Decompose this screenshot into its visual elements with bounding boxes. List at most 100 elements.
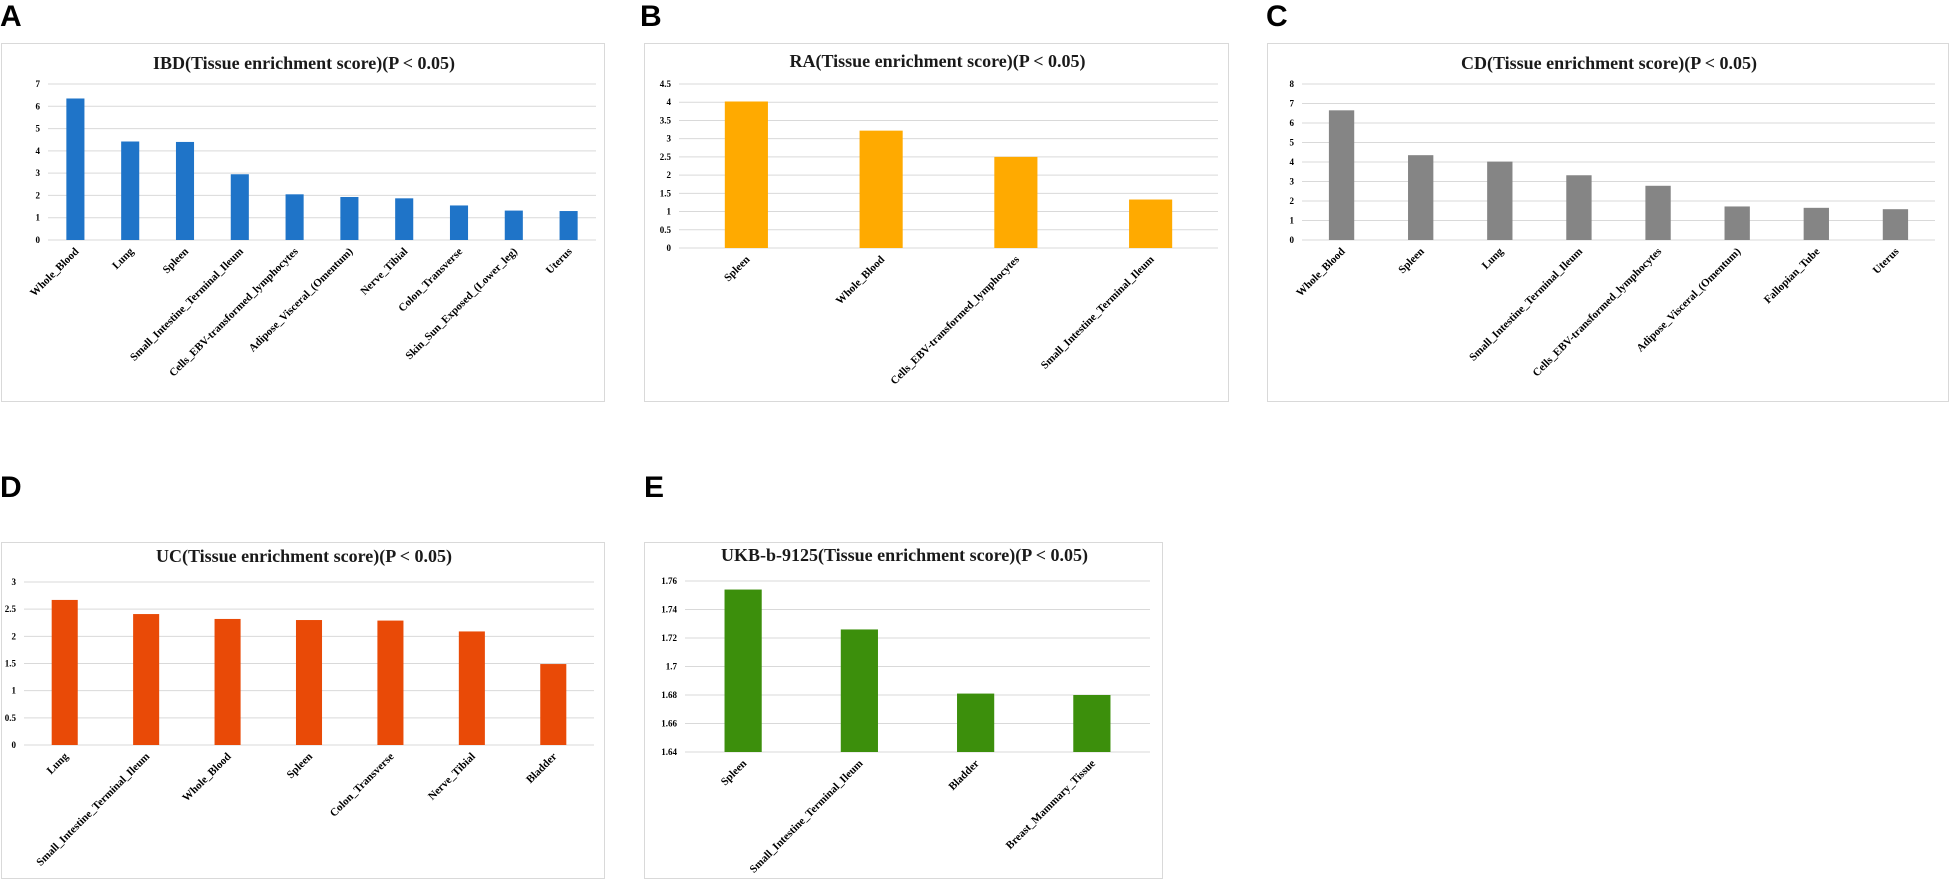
chart-panel-ra: RA(Tissue enrichment score)(P < 0.05) 0 0.… [644,43,1229,402]
y-tick-label: 5 [36,124,41,134]
bar-lung [51,599,78,745]
bar-cells-ebv-transformed-lymphocytes [994,156,1038,248]
y-tick-label: 3 [12,577,17,587]
bar-breast-mammary-tissue [1073,695,1111,752]
y-tick-label: 3.5 [660,115,672,125]
x-tick-label: Nerve_Tibial [426,751,478,803]
chart-svg: CD(Tissue enrichment score)(P < 0.05) 0 1 2… [1290,53,1935,379]
bar-whole-blood [859,130,903,248]
y-tick-label: 0 [36,235,41,245]
x-tick-label: Spleen [719,758,750,789]
y-tick-label: 1.68 [661,690,677,700]
x-tick-label: Uterus [544,245,575,276]
x-tick-label: Skin_Sun_Exposed_(Lower_leg) [403,245,520,362]
bar-cells-ebv-transformed-lymphocytes [1645,185,1671,240]
bar-small-intestine-terminal-ileum [133,614,160,745]
chart-title: RA(Tissue enrichment score)(P < 0.05) [789,51,1085,72]
x-tick-label: Small_Intestine_Terminal_Ileum [1039,254,1157,372]
y-tick-label: 2 [667,170,672,180]
chart-panel-cd: CD(Tissue enrichment score)(P < 0.05) 0 1 2… [1267,43,1949,402]
x-tick-label: Whole_Blood [1294,246,1347,299]
x-tick-label: Small_Intestine_Terminal_Ileum [748,758,866,876]
y-tick-label: 1 [36,213,41,223]
x-tick-label: Small_Intestine_Terminal_Ileum [128,246,246,364]
y-tick-label: 0.5 [5,713,17,723]
panel-letter-b: B [640,0,662,33]
x-tick-label: Lung [45,750,72,777]
bar-uterus [559,211,578,240]
y-tick-label: 4 [667,97,672,107]
x-tick-label: Adipose_Visceral_(Omentum) [247,245,356,354]
x-tick-label: Bladder [524,751,559,786]
bar-lung [1487,161,1513,240]
bar-bladder [957,693,995,752]
y-tick-label: 1.72 [661,633,677,643]
y-tick-label: 2 [12,631,17,641]
y-tick-label: 1.5 [660,188,672,198]
y-tick-label: 3 [36,168,41,178]
y-tick-label: 3 [667,134,672,144]
bar-nerve-tibial [395,198,414,240]
chart-svg: UC(Tissue enrichment score)(P < 0.05) 0 0.… [5,546,594,869]
y-tick-label: 0 [12,740,17,750]
bar-bladder [540,664,567,745]
y-tick-label: 4 [1290,157,1295,167]
bar-adipose-visceral-omentum [340,196,359,240]
bar-spleen [1408,155,1434,240]
bar-uterus [1882,209,1909,240]
y-tick-label: 1 [1290,216,1295,226]
bar-spleen [175,141,195,240]
bar-adipose-visceral-omentum [1724,206,1750,240]
y-tick-label: 1.7 [666,662,678,672]
y-tick-label: 4.5 [660,79,672,89]
x-tick-label: Spleen [1396,246,1427,277]
y-tick-label: 5 [1290,138,1295,148]
x-tick-label: Breast_Mammary_Tissue [1004,758,1098,852]
bar-small-intestine-terminal-ileum [1129,199,1173,248]
panel-letter-d: D [0,471,22,504]
x-tick-label: Colon_Transverse [328,751,397,820]
bar-small-intestine-terminal-ileum [840,629,878,752]
panel-letter-a: A [0,0,22,33]
y-tick-label: 3 [1290,177,1295,187]
chart-title: UKB-b-9125(Tissue enrichment score)(P < … [721,545,1088,566]
bar-fallopian-tube [1803,207,1829,240]
bar-cells-ebv-transformed-lymphocytes [285,194,304,240]
x-tick-label: Cells_EBV-transformed_lymphocytes [888,253,1022,387]
bar-nerve-tibial [458,631,485,745]
y-tick-label: 2.5 [5,604,17,614]
y-tick-label: 1.66 [661,719,677,729]
y-tick-label: 1.5 [5,659,17,669]
y-tick-label: 8 [1290,79,1295,89]
x-tick-label: Whole_Blood [834,254,887,307]
y-tick-label: 2.5 [660,152,672,162]
x-tick-label: Cells_EBV-transformed_lymphocytes [1531,245,1665,379]
y-tick-label: 1.76 [661,576,677,586]
x-tick-label: Spleen [161,246,192,277]
bar-spleen [295,620,323,745]
y-tick-label: 2 [36,190,41,200]
bar-whole-blood [66,98,85,240]
x-tick-label: Fallopian_Tube [1762,246,1823,307]
y-tick-label: 0.5 [660,225,672,235]
y-tick-label: 6 [36,101,41,111]
y-tick-label: 1.64 [661,747,677,757]
chart-svg: IBD(Tissue enrichment score)(P < 0.05) 0 1… [28,53,596,379]
bar-colon-transverse [377,620,404,745]
y-tick-label: 4 [36,146,41,156]
y-tick-label: 7 [36,79,41,89]
x-tick-label: Nerve_Tibial [358,246,410,298]
chart-panel-ukb: UKB-b-9125(Tissue enrichment score)(P < … [644,542,1163,879]
y-tick-label: 2 [1290,196,1295,206]
y-tick-label: 1.74 [661,605,677,615]
bar-skin-sun-exposed-lower-leg [504,210,523,240]
panel-letter-e: E [644,471,665,504]
x-tick-label: Uterus [1871,245,1902,276]
x-tick-label: Spleen [285,751,316,782]
bar-whole-blood [1328,110,1355,240]
bar-whole-blood [214,618,241,745]
x-tick-label: Bladder [946,758,981,793]
chart-title: IBD(Tissue enrichment score)(P < 0.05) [153,53,455,74]
bar-colon-transverse [449,205,469,240]
chart-title: CD(Tissue enrichment score)(P < 0.05) [1461,53,1757,74]
